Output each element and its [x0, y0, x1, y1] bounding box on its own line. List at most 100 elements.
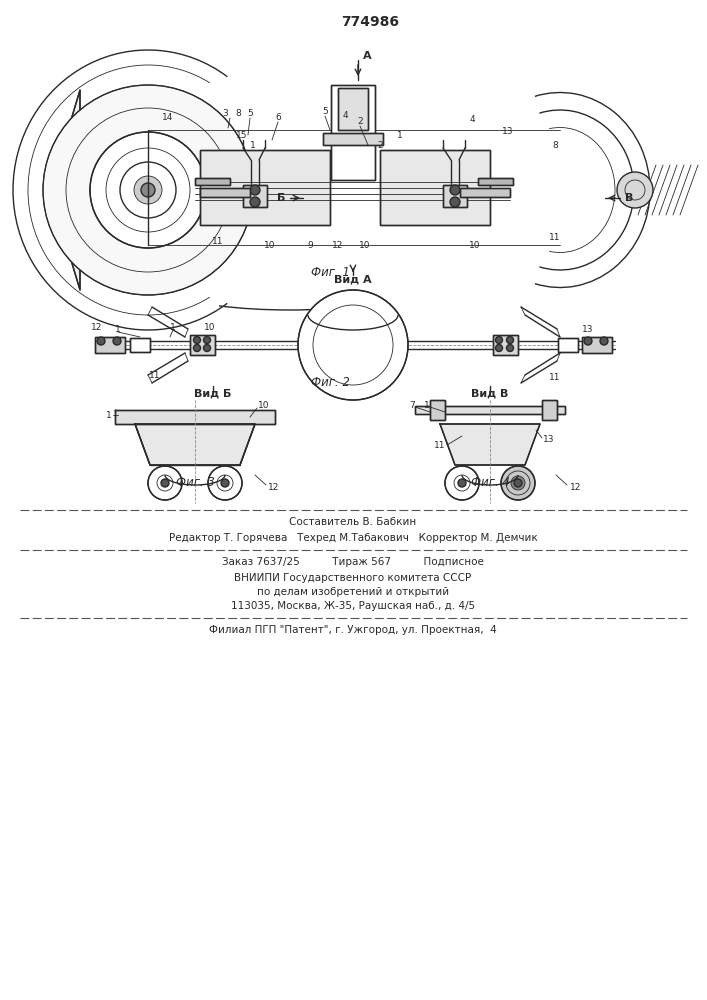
Circle shape: [221, 479, 229, 487]
Bar: [460, 188, 510, 197]
Text: 1: 1: [424, 400, 430, 410]
Bar: [582, 337, 612, 353]
Circle shape: [113, 337, 121, 345]
Text: Вид А: Вид А: [334, 275, 372, 285]
Text: Фиг. 4: Фиг. 4: [471, 476, 510, 488]
Bar: [415, 406, 565, 414]
Bar: [338, 88, 368, 130]
Bar: [130, 338, 150, 352]
Text: 9: 9: [307, 240, 313, 249]
Text: Заказ 7637/25          Тираж 567          Подписное: Заказ 7637/25 Тираж 567 Подписное: [222, 557, 484, 567]
Text: 11: 11: [149, 370, 160, 379]
Text: 12: 12: [91, 324, 103, 332]
Text: Составитель В. Бабкин: Составитель В. Бабкин: [289, 517, 416, 527]
Bar: [558, 338, 578, 352]
Circle shape: [501, 466, 535, 500]
Text: 14: 14: [163, 113, 174, 122]
Text: Редактор Т. Горячева   Техред М.Табакович   Корректор М. Демчик: Редактор Т. Горячева Техред М.Табакович …: [169, 533, 537, 543]
Polygon shape: [65, 90, 80, 290]
Circle shape: [496, 344, 503, 352]
Bar: [380, 150, 490, 225]
Text: 1: 1: [397, 131, 403, 140]
Circle shape: [141, 183, 155, 197]
Circle shape: [148, 466, 182, 500]
Bar: [460, 188, 510, 197]
Circle shape: [204, 344, 211, 352]
Text: 13: 13: [583, 324, 594, 334]
Text: 113035, Москва, Ж-35, Раушская наб., д. 4/5: 113035, Москва, Ж-35, Раушская наб., д. …: [231, 601, 475, 611]
Text: 1: 1: [250, 140, 256, 149]
Text: 11: 11: [433, 442, 445, 450]
Bar: [190, 335, 215, 355]
Text: Фиг. 2: Фиг. 2: [310, 375, 349, 388]
Text: 11: 11: [212, 237, 223, 246]
Bar: [478, 178, 513, 185]
Bar: [323, 133, 383, 145]
Text: Б: Б: [276, 193, 285, 203]
Circle shape: [194, 344, 201, 352]
Circle shape: [450, 197, 460, 207]
Text: Фиг. 1: Фиг. 1: [310, 265, 349, 278]
Circle shape: [208, 466, 242, 500]
Text: 10: 10: [264, 240, 276, 249]
Circle shape: [298, 290, 408, 400]
Text: 774986: 774986: [341, 15, 399, 29]
Bar: [195, 178, 230, 185]
Text: 4: 4: [342, 110, 348, 119]
Text: Фиг. 3: Фиг. 3: [175, 476, 214, 488]
Text: 13: 13: [543, 436, 554, 444]
Bar: [195, 178, 230, 185]
Text: 1: 1: [115, 324, 121, 334]
Polygon shape: [135, 424, 255, 465]
Bar: [542, 400, 557, 420]
Text: A: A: [363, 51, 372, 61]
Text: 5: 5: [247, 109, 253, 118]
Bar: [200, 150, 330, 225]
Circle shape: [43, 85, 253, 295]
Circle shape: [134, 176, 162, 204]
Bar: [558, 338, 578, 352]
Bar: [542, 400, 557, 420]
Bar: [95, 337, 125, 353]
Bar: [478, 178, 513, 185]
Text: 11: 11: [549, 233, 561, 242]
Circle shape: [250, 197, 260, 207]
Text: 4: 4: [469, 115, 475, 124]
Text: 10: 10: [469, 240, 481, 249]
Bar: [430, 400, 445, 420]
Text: 8: 8: [235, 109, 241, 118]
Circle shape: [496, 336, 503, 344]
Text: 6: 6: [275, 113, 281, 122]
Circle shape: [506, 336, 513, 344]
Circle shape: [194, 336, 201, 344]
Text: 1: 1: [106, 410, 112, 420]
Bar: [430, 400, 445, 420]
Circle shape: [450, 185, 460, 195]
Text: Филиал ПГП "Патент", г. Ужгород, ул. Проектная,  4: Филиал ПГП "Патент", г. Ужгород, ул. Про…: [209, 625, 497, 635]
Circle shape: [250, 185, 260, 195]
Bar: [243, 185, 267, 207]
Text: Вид Б: Вид Б: [194, 389, 232, 399]
Bar: [493, 335, 518, 355]
Bar: [190, 335, 215, 355]
Polygon shape: [440, 424, 540, 465]
Text: ВНИИПИ Государственного комитета СССР: ВНИИПИ Государственного комитета СССР: [235, 573, 472, 583]
Text: по делам изобретений и открытий: по делам изобретений и открытий: [257, 587, 449, 597]
Bar: [582, 337, 612, 353]
Text: 7: 7: [409, 400, 415, 410]
Text: 10: 10: [359, 240, 370, 249]
Text: 12: 12: [332, 240, 344, 249]
Circle shape: [617, 172, 653, 208]
Circle shape: [204, 336, 211, 344]
Text: 11: 11: [549, 372, 561, 381]
Circle shape: [506, 344, 513, 352]
Circle shape: [514, 479, 522, 487]
Circle shape: [97, 337, 105, 345]
Text: 3: 3: [222, 109, 228, 118]
Polygon shape: [115, 410, 275, 424]
Bar: [200, 188, 250, 197]
Text: 8: 8: [552, 140, 558, 149]
Bar: [415, 406, 565, 414]
Text: 12: 12: [268, 483, 279, 491]
Text: 2: 2: [378, 140, 382, 149]
